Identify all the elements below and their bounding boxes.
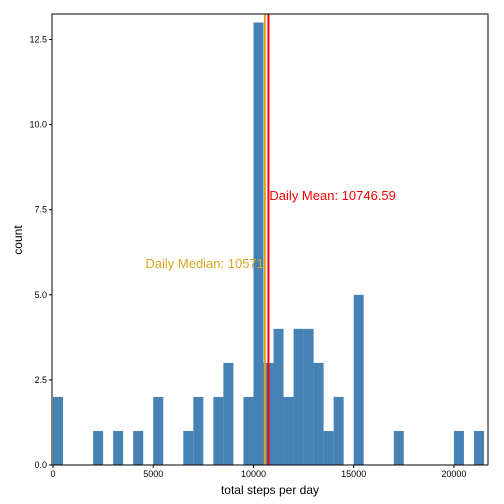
x-tick-label: 15000	[341, 469, 366, 479]
x-tick-label: 10000	[241, 469, 266, 479]
histogram-bar	[193, 396, 204, 465]
histogram-bar	[283, 396, 294, 465]
y-tick-label: 12.5	[29, 35, 47, 45]
histogram-bar	[353, 294, 364, 465]
histogram-bar	[303, 328, 314, 465]
histogram-bar	[183, 430, 194, 465]
x-tick-label: 20000	[441, 469, 466, 479]
histogram-bar	[213, 396, 224, 465]
annotation-label: Daily Mean: 10746.59	[269, 188, 395, 203]
y-tick-label: 2.5	[34, 375, 47, 385]
histogram-bar	[223, 362, 234, 465]
y-tick-label: 7.5	[34, 205, 47, 215]
y-tick-label: 10.0	[29, 120, 47, 130]
histogram-bar	[273, 328, 284, 465]
x-axis-ticks: 0 5000 10000 15000 20000	[50, 465, 466, 479]
x-tick-label: 0	[50, 469, 55, 479]
histogram-bar	[453, 430, 464, 465]
y-tick-label: 0.0	[34, 460, 47, 470]
histogram-bar	[133, 430, 144, 465]
histogram-bar	[393, 430, 404, 465]
histogram-bar	[313, 362, 324, 465]
histogram-bar	[293, 328, 304, 465]
histogram-bar	[253, 22, 264, 466]
annotations-group: Daily Mean: 10746.59 Daily Median: 10571	[145, 188, 396, 271]
y-axis-title: count	[11, 225, 25, 255]
annotation-label: Daily Median: 10571	[145, 256, 264, 271]
x-tick-label: 5000	[143, 469, 163, 479]
bars-group	[53, 22, 484, 466]
histogram-bar	[473, 430, 484, 465]
reference-lines-group	[263, 14, 270, 465]
y-axis-ticks: 0.0 2.5 5.0 7.5 10.0 12.5	[29, 35, 52, 470]
histogram-bar	[243, 396, 254, 465]
histogram-bar	[153, 396, 164, 465]
x-axis-title: total steps per day	[221, 483, 319, 497]
histogram-bar	[323, 430, 334, 465]
histogram-bar	[333, 396, 344, 465]
y-tick-label: 5.0	[34, 290, 47, 300]
histogram-bar	[53, 396, 64, 465]
histogram-bar	[113, 430, 124, 465]
histogram-bar	[93, 430, 104, 465]
plot-border	[51, 13, 489, 466]
